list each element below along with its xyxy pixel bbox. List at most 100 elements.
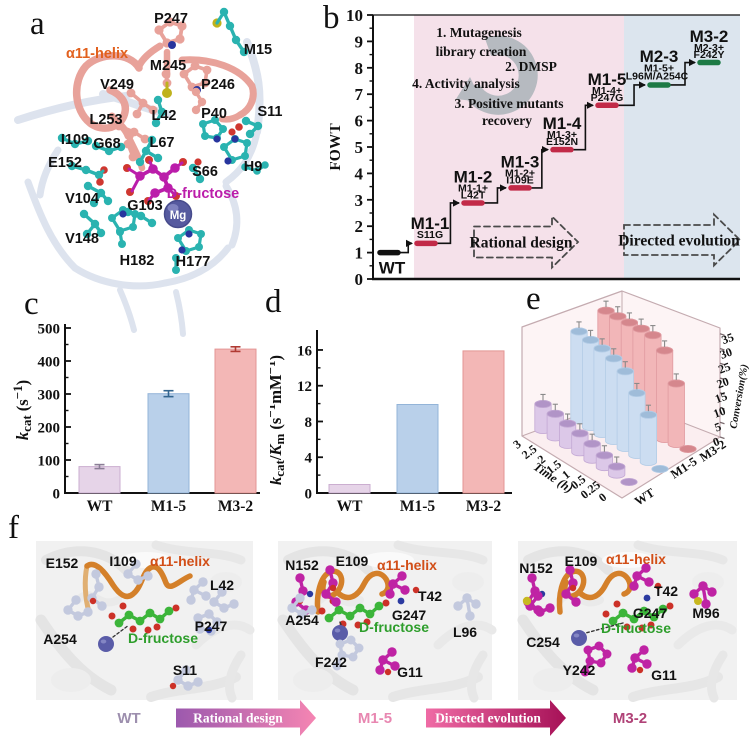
svg-text:4: 4: [305, 451, 313, 467]
svg-text:I109E: I109E: [506, 174, 533, 186]
svg-text:M1-5: M1-5: [588, 70, 627, 89]
svg-text:M1-1: M1-1: [411, 214, 450, 233]
svg-text:M1-2+: M1-2+: [505, 167, 535, 179]
svg-text:S66: S66: [192, 164, 218, 180]
svg-text:α11-helix: α11-helix: [66, 46, 128, 62]
svg-text:M1-4: M1-4: [543, 114, 582, 133]
svg-text:5: 5: [713, 419, 723, 434]
svg-text:V148: V148: [65, 231, 99, 247]
svg-text:L253: L253: [89, 112, 122, 128]
svg-text:M1-3: M1-3: [501, 152, 540, 171]
svg-text:4: 4: [355, 164, 364, 183]
svg-text:20: 20: [715, 374, 731, 391]
svg-text:E109: E109: [565, 553, 598, 569]
svg-text:I109: I109: [109, 553, 136, 569]
svg-text:3: 3: [355, 191, 364, 210]
svg-text:M96: M96: [692, 605, 719, 621]
svg-text:M1-3+: M1-3+: [547, 129, 577, 141]
svg-text:200: 200: [38, 421, 61, 437]
svg-text:D-fructose: D-fructose: [601, 620, 671, 636]
svg-text:F242Y: F242Y: [694, 49, 725, 61]
svg-text:M3-2: M3-2: [613, 710, 647, 727]
svg-text:T42: T42: [418, 588, 442, 604]
svg-text:4. Activity analysis: 4. Activity analysis: [412, 76, 520, 91]
svg-text:M1-5: M1-5: [400, 498, 436, 515]
svg-text:H182: H182: [120, 253, 155, 269]
svg-text:G11: G11: [397, 664, 423, 680]
svg-text:10: 10: [711, 404, 727, 421]
svg-text:9: 9: [355, 32, 364, 51]
svg-text:G103: G103: [127, 198, 162, 214]
svg-text:L42: L42: [210, 577, 234, 593]
svg-text:0: 0: [355, 270, 364, 289]
svg-text:G11: G11: [651, 667, 677, 683]
svg-text:T42: T42: [654, 583, 678, 599]
svg-text:L42T: L42T: [461, 189, 486, 201]
svg-text:P247G: P247G: [591, 92, 624, 104]
svg-text:WT: WT: [337, 498, 364, 515]
svg-text:kcat/Km (s−1mM−1): kcat/Km (s−1mM−1): [270, 355, 287, 485]
svg-text:M1-5: M1-5: [151, 498, 187, 515]
svg-text:3. Positive mutants: 3. Positive mutants: [454, 96, 563, 111]
svg-text:I109: I109: [61, 132, 89, 148]
svg-text:M1-2: M1-2: [454, 167, 493, 186]
svg-text:L96M/A254C: L96M/A254C: [626, 71, 689, 83]
svg-text:D-fructose: D-fructose: [128, 630, 198, 646]
svg-text:8: 8: [305, 415, 313, 431]
svg-text:5: 5: [355, 138, 364, 157]
svg-text:M1-5: M1-5: [358, 710, 392, 727]
svg-text:WT: WT: [87, 498, 114, 515]
svg-text:Mg: Mg: [170, 210, 187, 222]
svg-text:500: 500: [38, 322, 61, 338]
svg-text:Conversion(%): Conversion(%): [728, 363, 750, 429]
svg-text:25: 25: [716, 359, 732, 376]
svg-text:E152N: E152N: [546, 136, 578, 148]
svg-text:Rational design: Rational design: [470, 235, 573, 252]
svg-text:N152: N152: [285, 557, 319, 573]
svg-text:6: 6: [355, 112, 364, 131]
svg-text:30: 30: [718, 345, 734, 362]
svg-text:G247: G247: [633, 605, 667, 621]
svg-text:10: 10: [346, 6, 363, 25]
svg-text:400: 400: [38, 355, 61, 371]
svg-text:E109: E109: [336, 553, 369, 569]
svg-text:G68: G68: [93, 136, 120, 152]
svg-text:S11: S11: [173, 662, 197, 678]
svg-text:1: 1: [355, 244, 364, 263]
svg-text:α11-helix: α11-helix: [377, 557, 437, 573]
svg-text:F242: F242: [315, 654, 347, 670]
svg-text:FOWT: FOWT: [330, 123, 344, 171]
svg-text:M3-2: M3-2: [466, 498, 502, 515]
svg-text:Rational design: Rational design: [193, 711, 283, 726]
svg-text:α11-helix: α11-helix: [150, 553, 210, 569]
svg-text:D-fructose: D-fructose: [167, 186, 240, 202]
svg-text:35: 35: [720, 330, 736, 347]
svg-text:C254: C254: [526, 634, 560, 650]
svg-text:L42: L42: [152, 108, 177, 124]
svg-text:H177: H177: [176, 254, 211, 270]
svg-text:V249: V249: [100, 77, 134, 93]
svg-text:P40: P40: [201, 106, 227, 122]
svg-text:Directed evolution: Directed evolution: [618, 233, 740, 250]
svg-text:M1-1+: M1-1+: [458, 182, 488, 194]
svg-text:M15: M15: [244, 42, 272, 58]
svg-text:V104: V104: [65, 191, 99, 207]
svg-text:0: 0: [305, 487, 313, 503]
svg-text:100: 100: [38, 454, 61, 470]
svg-text:M245: M245: [150, 58, 186, 74]
svg-text:12: 12: [297, 379, 312, 395]
svg-text:0: 0: [711, 434, 721, 449]
svg-text:WT: WT: [379, 259, 406, 278]
svg-text:15: 15: [713, 389, 729, 406]
svg-text:A254: A254: [285, 612, 319, 628]
svg-text:H9: H9: [244, 159, 263, 175]
svg-text:α11-helix: α11-helix: [606, 551, 666, 567]
svg-text:kcat (s−1): kcat (s−1): [10, 380, 34, 440]
svg-text:Y242: Y242: [563, 662, 596, 678]
svg-text:300: 300: [38, 388, 61, 404]
svg-text:P247: P247: [195, 618, 228, 634]
svg-text:8: 8: [355, 59, 364, 78]
svg-text:M2-3+: M2-3+: [694, 42, 724, 54]
svg-text:P246: P246: [201, 77, 235, 93]
svg-text:Directed evolution: Directed evolution: [435, 711, 541, 726]
